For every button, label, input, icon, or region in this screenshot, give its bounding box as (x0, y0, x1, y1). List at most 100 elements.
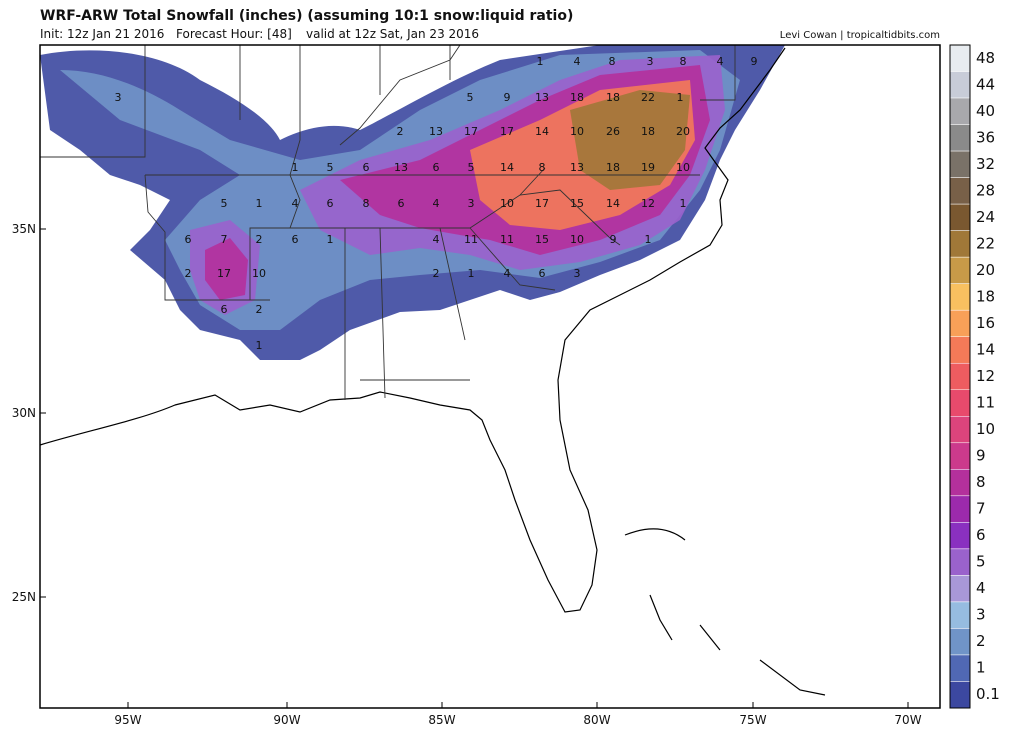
point-label: 26 (606, 125, 620, 138)
colorbar-label: 7 (976, 500, 986, 518)
point-label: 2 (397, 125, 404, 138)
colorbar-swatch (949, 601, 971, 629)
valid-time: valid at 12z Sat, Jan 23 2016 (306, 27, 479, 41)
colorbar-swatch (949, 654, 971, 682)
point-label: 6 (221, 303, 228, 316)
colorbar-swatch (949, 177, 971, 205)
colorbar-swatch (949, 230, 971, 258)
colorbar-label: 1 (976, 659, 986, 677)
colorbar-swatch (949, 97, 971, 125)
point-label: 17 (535, 197, 549, 210)
point-label: 3 (574, 267, 581, 280)
colorbar-label: 16 (976, 314, 995, 332)
point-label: 10 (252, 267, 266, 280)
colorbar-label: 18 (976, 287, 995, 305)
colorbar-swatch (949, 628, 971, 656)
point-label: 1 (256, 339, 263, 352)
state-borders (40, 44, 736, 400)
forecast-hour: Forecast Hour: [48] (176, 27, 292, 41)
point-label: 8 (539, 161, 546, 174)
colorbar-label: 4 (976, 579, 986, 597)
point-label: 6 (433, 161, 440, 174)
colorbar-swatch (949, 203, 971, 231)
colorbar-label: 10 (976, 420, 995, 438)
colorbar-label: 11 (976, 394, 995, 412)
point-label: 4 (433, 197, 440, 210)
point-label: 4 (292, 197, 299, 210)
colorbar-swatch (949, 256, 971, 284)
point-label: 13 (535, 91, 549, 104)
snow-area (570, 90, 690, 190)
colorbar-label: 6 (976, 526, 986, 544)
point-label: 1 (256, 197, 263, 210)
coastline (39, 47, 826, 696)
colorbar-swatch (949, 681, 971, 709)
colorbar-swatch (949, 336, 971, 364)
point-label: 1 (645, 233, 652, 246)
colorbar-swatch (949, 389, 971, 417)
lat-label: 30N (12, 406, 36, 420)
colorbar-swatch (949, 71, 971, 99)
colorbar-label: 3 (976, 606, 986, 624)
point-label: 1 (677, 91, 684, 104)
point-label: 17 (464, 125, 478, 138)
colorbar-swatch (949, 44, 971, 72)
colorbar-swatch (949, 548, 971, 576)
colorbar-swatch (949, 575, 971, 603)
lon-label: 80W (583, 713, 610, 727)
colorbar-swatch (949, 469, 971, 497)
colorbar-frame (949, 44, 971, 709)
point-label: 8 (609, 55, 616, 68)
point-label: 2 (256, 303, 263, 316)
point-label: 4 (433, 233, 440, 246)
colorbar-label: 5 (976, 553, 986, 571)
point-label: 3 (468, 197, 475, 210)
point-label: 10 (500, 197, 514, 210)
point-label: 18 (641, 125, 655, 138)
lon-label: 90W (273, 713, 300, 727)
point-label: 13 (570, 161, 584, 174)
point-label: 4 (717, 55, 724, 68)
point-label: 14 (606, 197, 620, 210)
point-label: 9 (751, 55, 758, 68)
colorbar-label: 8 (976, 473, 986, 491)
point-label: 5 (327, 161, 334, 174)
point-label: 18 (606, 161, 620, 174)
point-label: 2 (433, 267, 440, 280)
point-label: 6 (363, 161, 370, 174)
credit: Levi Cowan | tropicaltidbits.com (780, 30, 940, 41)
point-label: 1 (327, 233, 334, 246)
point-label: 7 (221, 233, 228, 246)
colorbar-swatch (949, 124, 971, 152)
lat-label: 35N (12, 222, 36, 236)
point-label: 2 (185, 267, 192, 280)
point-label: 13 (394, 161, 408, 174)
point-label: 8 (680, 55, 687, 68)
point-label: 10 (570, 125, 584, 138)
point-label: 18 (606, 91, 620, 104)
colorbar-label: 22 (976, 234, 995, 252)
colorbar-label: 24 (976, 208, 995, 226)
lon-label: 85W (428, 713, 455, 727)
colorbar-label: 9 (976, 447, 986, 465)
lat-label: 25N (12, 590, 36, 604)
colorbar-swatch (949, 495, 971, 523)
point-label: 19 (641, 161, 655, 174)
point-label: 6 (185, 233, 192, 246)
colorbar-label: 40 (976, 102, 995, 120)
colorbar-label: 2 (976, 632, 986, 650)
lon-label: 95W (114, 713, 141, 727)
point-label: 9 (504, 91, 511, 104)
point-label: 1 (292, 161, 299, 174)
point-label: 1 (537, 55, 544, 68)
point-label: 12 (641, 197, 655, 210)
point-label: 10 (676, 161, 690, 174)
lon-label: 75W (739, 713, 766, 727)
point-label: 17 (217, 267, 231, 280)
point-label: 15 (570, 197, 584, 210)
colorbar-swatch (949, 150, 971, 178)
colorbar-label: 44 (976, 75, 995, 93)
point-label: 2 (256, 233, 263, 246)
point-label: 11 (464, 233, 478, 246)
